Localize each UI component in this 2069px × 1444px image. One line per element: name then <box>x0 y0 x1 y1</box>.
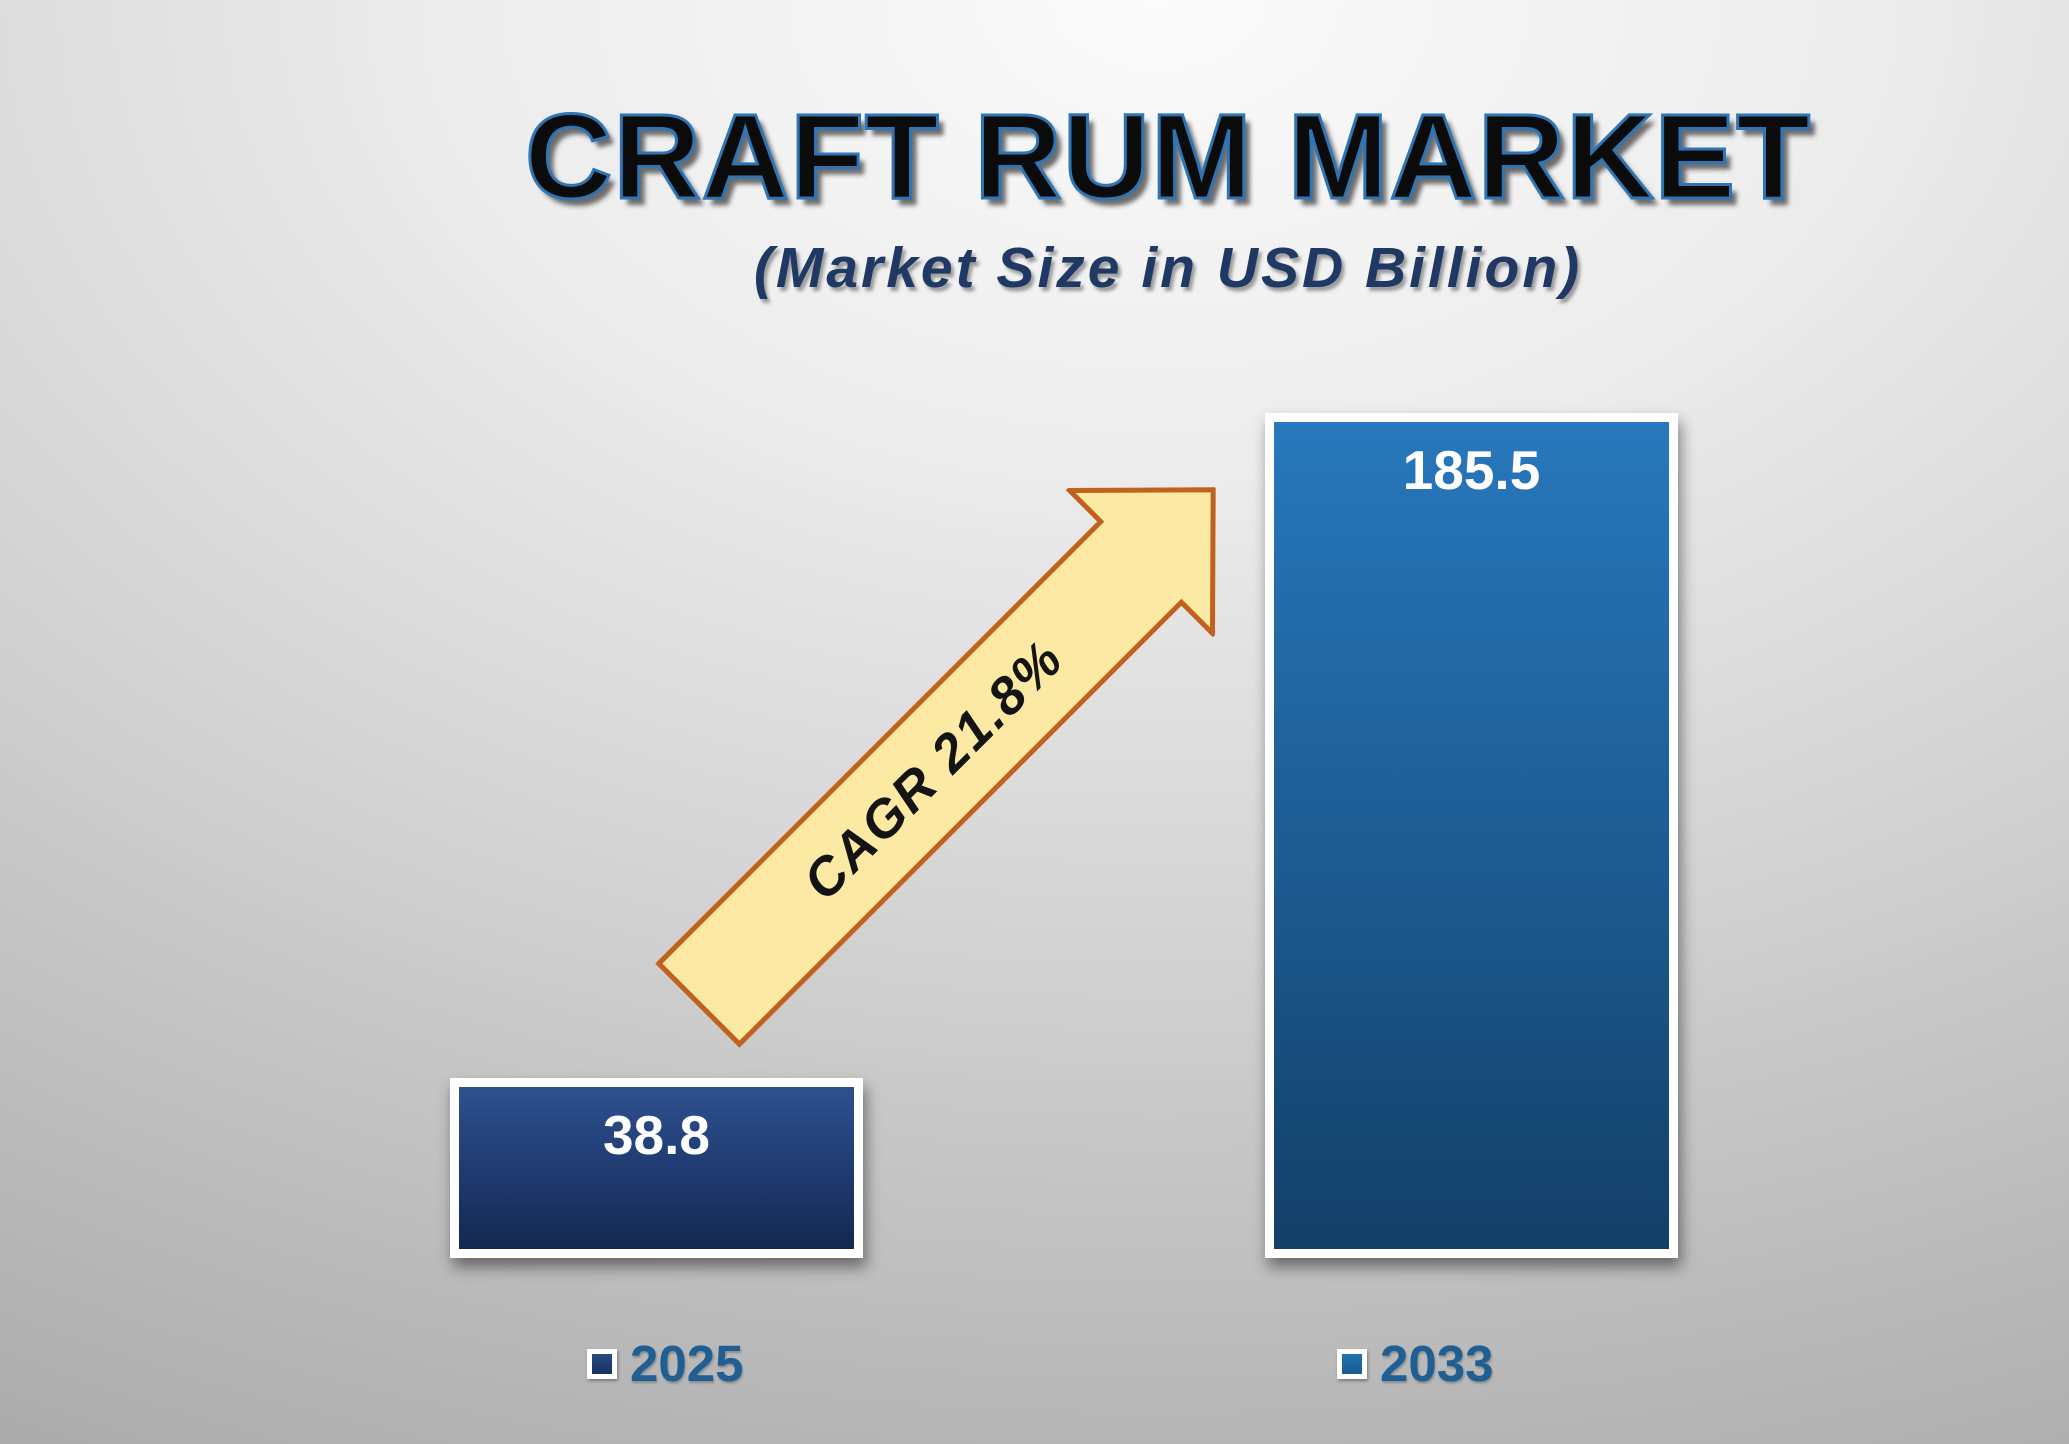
cagr-annotation: CAGR 21.8% <box>791 628 1075 912</box>
legend-marker-2025-icon <box>587 1348 617 1379</box>
bar-value-label-2033: 185.5 <box>1402 439 1541 501</box>
legend-label-2033: 2033 <box>1380 1335 1494 1392</box>
arrow-shape <box>655 487 1216 1048</box>
bar-value-label-2025: 38.8 <box>602 1104 711 1166</box>
legend-item-2025: 2025 <box>587 1334 743 1393</box>
legend-label-2025: 2025 <box>630 1335 744 1392</box>
header: CRAFT RUM MARKET (Market Size in USD Bil… <box>267 88 2069 301</box>
bar-2033: 185.5 <box>1265 413 1678 1258</box>
legend-marker-2033-icon <box>1337 1348 1367 1379</box>
chart-title: CRAFT RUM MARKET <box>523 88 1812 224</box>
chart-subtitle: (Market Size in USD Billion) <box>753 236 1583 300</box>
growth-arrow-icon: CAGR 21.8% <box>623 414 1288 1079</box>
legend-item-2033: 2033 <box>1337 1334 1493 1393</box>
bar-2025: 38.8 <box>450 1078 863 1258</box>
